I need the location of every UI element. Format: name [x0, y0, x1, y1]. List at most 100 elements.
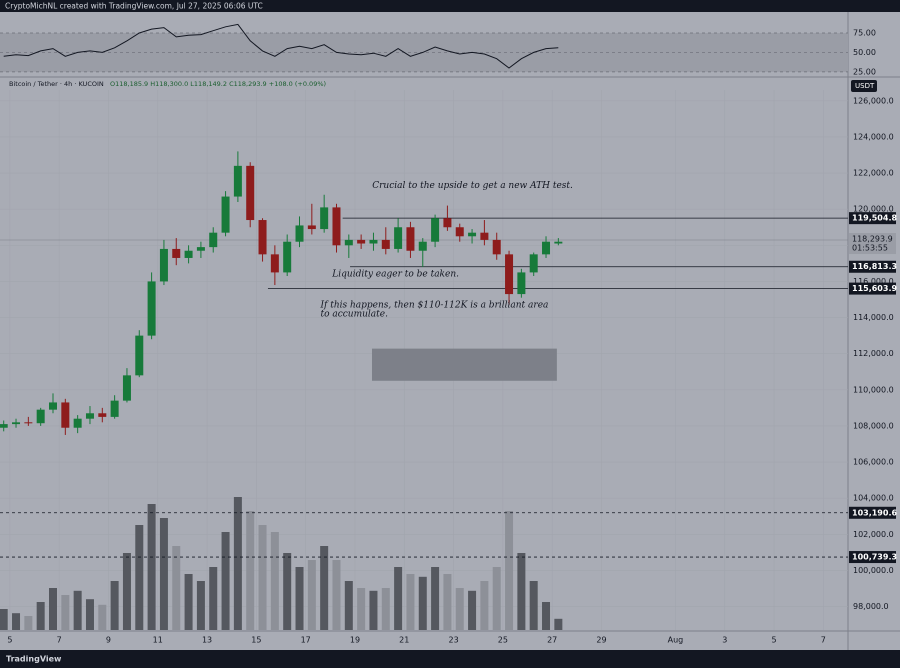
volume-bar: [307, 560, 316, 630]
volume-bar: [529, 581, 538, 630]
candle-body: [73, 418, 82, 428]
volume-bar: [233, 497, 242, 630]
rsi-tick-label: 25.00: [853, 67, 876, 76]
candle-body: [209, 232, 218, 248]
rsi-line: [3, 23, 559, 69]
volume-bar: [98, 604, 107, 630]
candle-body: [110, 400, 119, 417]
x-tick-label: Aug: [668, 636, 684, 645]
y-tick-label: 126,000.0: [853, 96, 894, 105]
candle-body: [529, 254, 538, 273]
candle-body: [357, 239, 366, 244]
volume-bar: [505, 511, 514, 630]
candle-body: [135, 335, 144, 376]
candle-body: [24, 422, 33, 424]
candle-body: [147, 281, 156, 336]
volume-bar: [110, 581, 119, 630]
candle-body: [542, 241, 551, 255]
volume-bar: [135, 525, 144, 630]
volume-bar: [283, 553, 292, 630]
volume-bar: [49, 588, 57, 630]
y-tick-label: 104,000.0: [853, 494, 894, 503]
volume-bar: [381, 588, 390, 630]
volume-bar: [468, 590, 477, 630]
volume-bar: [480, 581, 489, 630]
annotation: Liquidity eager to be taken.: [331, 270, 459, 280]
volume-bar: [246, 511, 255, 630]
y-tick-label: 110,000.0: [853, 385, 894, 394]
annotation: to accumulate.: [320, 309, 388, 319]
price-level-label: 103,190.6: [852, 508, 897, 517]
candle-body: [246, 165, 255, 221]
y-tick-label: 106,000.0: [853, 458, 894, 467]
candle-body: [344, 239, 353, 246]
x-tick-label: 17: [301, 636, 311, 645]
y-tick-label: 116,000.0: [853, 277, 894, 286]
candle-body: [172, 248, 181, 258]
y-tick-label: 114,000.0: [853, 313, 894, 322]
volume-bar: [431, 567, 440, 630]
annotation: Crucial to the upside to get a new ATH t…: [372, 181, 573, 191]
x-tick-label: 23: [448, 636, 458, 645]
volume-bar: [221, 532, 230, 630]
candle-body: [159, 248, 168, 282]
volume-bar: [85, 599, 94, 630]
rsi-band: [0, 33, 848, 72]
candle-body: [61, 402, 70, 428]
volume-bar: [295, 567, 304, 630]
x-tick-label: 25: [498, 636, 508, 645]
price-level-label: 119,504.8: [852, 214, 897, 223]
candle-body: [554, 241, 563, 244]
volume-bar: [159, 518, 168, 630]
brand: TradingView: [6, 655, 62, 664]
candle-body: [431, 218, 440, 242]
volume-bar: [332, 560, 341, 630]
candle-body: [455, 227, 464, 237]
volume-bar: [394, 567, 403, 630]
candle-body: [49, 402, 57, 410]
y-tick-label: 100,000.0: [853, 566, 894, 575]
candle-body: [184, 250, 193, 258]
x-tick-label: 3: [722, 636, 727, 645]
y-tick-label: 98,000.0: [853, 602, 889, 611]
volume-bar: [517, 553, 526, 630]
x-tick-label: 15: [251, 636, 261, 645]
y-tick-label: 122,000.0: [853, 169, 894, 178]
volume-bar: [196, 581, 205, 630]
candle-body: [258, 220, 267, 255]
candle-body: [98, 413, 107, 417]
x-tick-label: 27: [547, 636, 557, 645]
volume-bar: [270, 532, 279, 630]
volume-bar: [24, 616, 33, 630]
x-tick-label: 19: [350, 636, 360, 645]
rsi-tick-label: 50.00: [853, 48, 876, 57]
candle-body: [394, 227, 403, 249]
candle-body: [36, 409, 45, 424]
symbol: Bitcoin / Tether · 4h · KUCOIN: [9, 80, 104, 88]
volume-bar: [455, 588, 464, 630]
currency: USDT: [855, 82, 875, 90]
volume-bar: [147, 504, 156, 630]
volume-bar: [554, 618, 563, 630]
x-tick-label: 9: [106, 636, 111, 645]
candle-body: [283, 241, 292, 273]
candle-body: [468, 232, 477, 237]
candle-body: [492, 239, 501, 255]
chart-title: CryptoMichNL created with TradingView.co…: [5, 2, 263, 11]
candle-body: [505, 254, 514, 295]
volume-bar: [172, 546, 181, 630]
volume-bar: [209, 567, 218, 630]
volume-bar: [369, 590, 378, 630]
volume-bar: [320, 546, 329, 630]
volume-bar: [0, 609, 8, 630]
y-tick-label: 124,000.0: [853, 132, 894, 141]
candle-body: [418, 241, 427, 251]
price-level-badge: [849, 551, 896, 564]
top-bar: [0, 0, 900, 12]
x-tick-label: 5: [771, 636, 776, 645]
price-level-label: 115,603.9: [852, 284, 897, 293]
candle-body: [85, 413, 94, 419]
x-tick-label: 7: [821, 636, 826, 645]
volume-bar: [258, 525, 267, 630]
